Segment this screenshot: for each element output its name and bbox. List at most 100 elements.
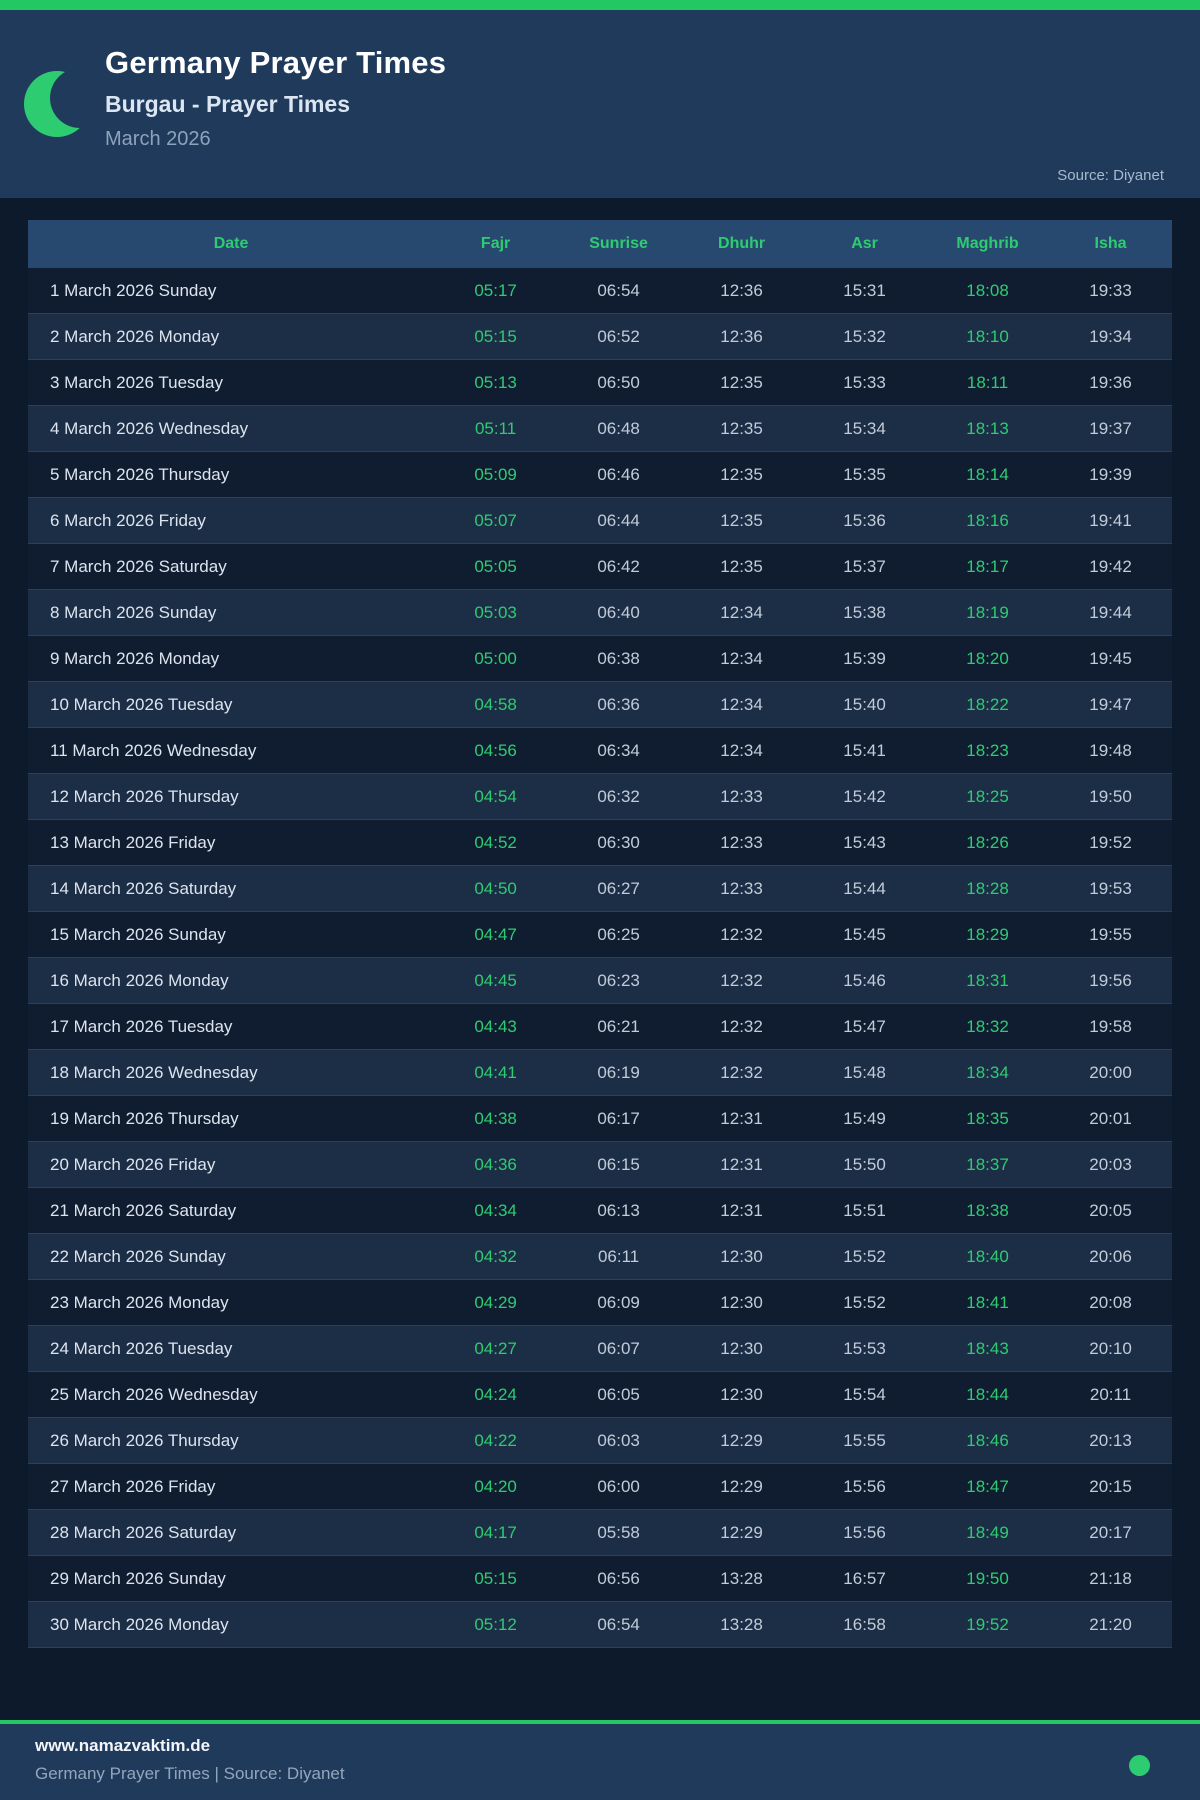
page-subtitle: Burgau - Prayer Times (105, 90, 351, 117)
row-sunrise: 06:52 (597, 326, 640, 346)
row-dhuhr: 12:34 (720, 602, 763, 622)
row-dhuhr: 12:32 (720, 1016, 763, 1036)
row-date: 22 March 2026 Sunday (50, 1246, 226, 1266)
footer-dot-icon (1129, 1755, 1150, 1776)
row-isha: 20:15 (1089, 1476, 1132, 1496)
row-asr: 15:56 (843, 1522, 886, 1542)
row-fajr: 04:43 (474, 1016, 517, 1036)
row-fajr: 04:36 (474, 1154, 517, 1174)
row-fajr: 04:41 (474, 1062, 517, 1082)
row-sunrise: 06:05 (597, 1384, 640, 1404)
table-row: 19 March 2026 Thursday 04:38 06:17 12:31… (28, 1096, 1172, 1142)
table-row: 21 March 2026 Saturday 04:34 06:13 12:31… (28, 1188, 1172, 1234)
row-fajr: 04:34 (474, 1200, 517, 1220)
row-dhuhr: 12:29 (720, 1430, 763, 1450)
row-maghrib: 18:41 (966, 1292, 1009, 1312)
row-asr: 15:55 (843, 1430, 886, 1450)
row-date: 25 March 2026 Wednesday (50, 1384, 258, 1404)
row-fajr: 05:05 (474, 556, 517, 576)
row-maghrib: 18:16 (966, 510, 1009, 530)
row-maghrib: 18:28 (966, 878, 1009, 898)
row-dhuhr: 12:32 (720, 924, 763, 944)
row-date: 23 March 2026 Monday (50, 1292, 229, 1312)
row-asr: 15:39 (843, 648, 886, 668)
table-row: 16 March 2026 Monday 04:45 06:23 12:32 1… (28, 958, 1172, 1004)
row-maghrib: 18:13 (966, 418, 1009, 438)
page-title: Germany Prayer Times (105, 45, 447, 80)
row-asr: 15:34 (843, 418, 886, 438)
row-sunrise: 06:54 (597, 280, 640, 300)
row-maghrib: 18:37 (966, 1154, 1009, 1174)
row-asr: 15:48 (843, 1062, 886, 1082)
row-isha: 20:06 (1089, 1246, 1132, 1266)
source-label: Source: Diyanet (1057, 167, 1164, 184)
row-sunrise: 06:07 (597, 1338, 640, 1358)
table-row: 23 March 2026 Monday 04:29 06:09 12:30 1… (28, 1280, 1172, 1326)
row-maghrib: 18:17 (966, 556, 1009, 576)
row-asr: 15:31 (843, 280, 886, 300)
row-sunrise: 06:13 (597, 1200, 640, 1220)
row-fajr: 04:54 (474, 786, 517, 806)
row-date: 29 March 2026 Sunday (50, 1568, 226, 1588)
row-isha: 20:05 (1089, 1200, 1132, 1220)
row-maghrib: 18:40 (966, 1246, 1009, 1266)
row-asr: 15:52 (843, 1292, 886, 1312)
row-maghrib: 19:52 (966, 1614, 1009, 1634)
row-asr: 15:37 (843, 556, 886, 576)
row-date: 17 March 2026 Tuesday (50, 1016, 233, 1036)
row-isha: 19:48 (1089, 740, 1132, 760)
row-isha: 20:08 (1089, 1292, 1132, 1312)
row-isha: 19:56 (1089, 970, 1132, 990)
row-sunrise: 06:25 (597, 924, 640, 944)
row-fajr: 05:03 (474, 602, 517, 622)
row-asr: 15:47 (843, 1016, 886, 1036)
row-sunrise: 06:38 (597, 648, 640, 668)
row-sunrise: 06:15 (597, 1154, 640, 1174)
row-asr: 16:58 (843, 1614, 886, 1634)
row-maghrib: 18:14 (966, 464, 1009, 484)
table-row: 24 March 2026 Tuesday 04:27 06:07 12:30 … (28, 1326, 1172, 1372)
col-header-dhuhr: Dhuhr (718, 235, 766, 252)
row-date: 10 March 2026 Tuesday (50, 694, 233, 714)
table-row: 6 March 2026 Friday 05:07 06:44 12:35 15… (28, 498, 1172, 544)
row-fajr: 05:17 (474, 280, 517, 300)
table-row: 9 March 2026 Monday 05:00 06:38 12:34 15… (28, 636, 1172, 682)
row-sunrise: 06:44 (597, 510, 640, 530)
row-fajr: 04:45 (474, 970, 517, 990)
row-isha: 19:37 (1089, 418, 1132, 438)
row-sunrise: 06:42 (597, 556, 640, 576)
row-asr: 16:57 (843, 1568, 886, 1588)
row-fajr: 04:38 (474, 1108, 517, 1128)
row-fajr: 05:07 (474, 510, 517, 530)
table-row: 11 March 2026 Wednesday 04:56 06:34 12:3… (28, 728, 1172, 774)
table-row: 25 March 2026 Wednesday 04:24 06:05 12:3… (28, 1372, 1172, 1418)
row-asr: 15:42 (843, 786, 886, 806)
row-isha: 20:17 (1089, 1522, 1132, 1542)
row-sunrise: 06:21 (597, 1016, 640, 1036)
table-row: 7 March 2026 Saturday 05:05 06:42 12:35 … (28, 544, 1172, 590)
row-dhuhr: 12:33 (720, 832, 763, 852)
row-date: 3 March 2026 Tuesday (50, 372, 223, 392)
row-isha: 19:58 (1089, 1016, 1132, 1036)
row-date: 7 March 2026 Saturday (50, 556, 227, 576)
row-asr: 15:40 (843, 694, 886, 714)
row-sunrise: 06:27 (597, 878, 640, 898)
table-row: 4 March 2026 Wednesday 05:11 06:48 12:35… (28, 406, 1172, 452)
crescent-moon-icon (24, 62, 94, 146)
row-isha: 20:11 (1089, 1384, 1132, 1404)
row-maghrib: 19:50 (966, 1568, 1009, 1588)
row-fajr: 05:15 (474, 1568, 517, 1588)
row-sunrise: 06:34 (597, 740, 640, 760)
row-dhuhr: 13:28 (720, 1568, 763, 1588)
row-date: 16 March 2026 Monday (50, 970, 229, 990)
row-date: 9 March 2026 Monday (50, 648, 220, 668)
row-asr: 15:46 (843, 970, 886, 990)
row-fajr: 04:58 (474, 694, 517, 714)
row-maghrib: 18:44 (966, 1384, 1009, 1404)
row-date: 12 March 2026 Thursday (50, 786, 239, 806)
table-row: 27 March 2026 Friday 04:20 06:00 12:29 1… (28, 1464, 1172, 1510)
row-sunrise: 06:11 (597, 1246, 640, 1266)
row-dhuhr: 12:36 (720, 326, 763, 346)
table-row: 13 March 2026 Friday 04:52 06:30 12:33 1… (28, 820, 1172, 866)
website-link[interactable]: www.namazvaktim.de (35, 1736, 211, 1755)
